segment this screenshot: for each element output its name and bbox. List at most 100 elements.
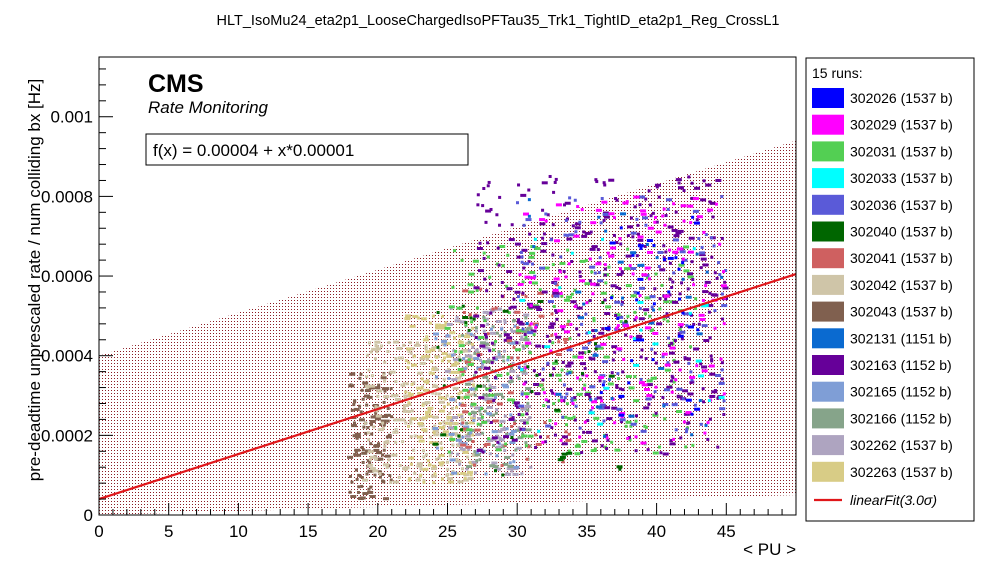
data-point — [488, 452, 492, 456]
data-point — [484, 472, 488, 476]
data-point — [524, 444, 528, 448]
data-point — [652, 302, 656, 306]
data-point — [407, 391, 411, 395]
data-point — [457, 355, 461, 359]
data-point — [521, 248, 528, 252]
data-point — [644, 296, 651, 300]
data-point — [640, 209, 647, 213]
data-point — [631, 253, 635, 257]
data-point — [442, 356, 446, 360]
data-point — [408, 402, 412, 406]
data-point — [573, 418, 577, 422]
data-point — [360, 484, 364, 488]
data-point — [421, 403, 425, 407]
data-point — [413, 471, 417, 475]
data-point — [643, 308, 650, 312]
data-point — [513, 422, 517, 426]
legend-entry-label: 302029 (1537 b) — [850, 117, 953, 133]
data-point — [607, 382, 614, 386]
data-point — [479, 412, 483, 416]
data-point — [664, 214, 668, 218]
data-point — [521, 428, 525, 432]
data-point — [559, 255, 563, 259]
data-point — [348, 474, 352, 478]
data-point — [666, 361, 670, 365]
data-point — [438, 396, 445, 400]
data-point — [582, 430, 586, 434]
data-point — [462, 447, 466, 451]
data-point — [439, 441, 443, 445]
data-point — [431, 346, 435, 350]
data-point — [624, 319, 628, 323]
data-point — [588, 257, 592, 261]
data-point — [460, 443, 467, 447]
data-point — [538, 314, 545, 318]
data-point — [638, 317, 645, 321]
data-point — [445, 473, 449, 477]
data-point — [535, 373, 539, 377]
data-point — [593, 271, 597, 275]
data-point — [425, 350, 432, 354]
data-point — [467, 340, 471, 344]
data-point — [357, 485, 361, 489]
data-point — [624, 424, 628, 428]
data-point — [403, 466, 410, 470]
data-point — [423, 388, 430, 392]
data-point — [495, 445, 502, 449]
data-point — [680, 204, 687, 208]
data-point — [410, 392, 414, 396]
data-point — [482, 324, 486, 328]
data-point — [499, 423, 503, 427]
data-point — [460, 428, 464, 432]
data-point — [480, 363, 484, 367]
data-point — [448, 305, 455, 309]
data-point — [646, 394, 653, 398]
data-point — [681, 277, 685, 281]
data-point — [566, 295, 573, 299]
data-point — [368, 461, 372, 465]
data-point — [505, 472, 512, 476]
data-point — [376, 345, 380, 349]
data-point — [435, 457, 439, 461]
x-tick-label: 0 — [94, 522, 103, 541]
data-point — [446, 367, 450, 371]
data-point — [529, 322, 533, 326]
data-point — [422, 479, 426, 483]
data-point — [447, 426, 454, 430]
data-point — [465, 467, 469, 471]
data-point — [504, 455, 511, 459]
y-tick-label: 0 — [84, 506, 93, 525]
data-point — [491, 307, 495, 311]
data-point — [561, 415, 565, 419]
data-point — [669, 346, 676, 350]
data-point — [435, 446, 439, 450]
data-point — [670, 390, 674, 394]
data-point — [510, 429, 517, 433]
data-point — [370, 432, 374, 436]
data-point — [361, 460, 365, 464]
data-point — [438, 409, 445, 413]
data-point — [476, 246, 483, 250]
data-point — [511, 438, 518, 442]
data-point — [451, 432, 458, 436]
data-point — [485, 289, 489, 293]
data-point — [422, 428, 426, 432]
data-point — [590, 282, 597, 286]
data-point — [416, 386, 423, 390]
data-point — [468, 412, 472, 416]
data-point — [601, 383, 605, 387]
data-point — [524, 441, 528, 445]
data-point — [432, 442, 439, 446]
data-point — [515, 405, 519, 409]
data-point — [506, 253, 510, 257]
data-point — [514, 242, 521, 246]
data-point — [483, 319, 487, 323]
data-point — [652, 451, 659, 455]
data-point — [520, 407, 527, 411]
data-point — [654, 272, 658, 276]
data-point — [498, 334, 502, 338]
data-point — [532, 333, 536, 337]
data-point — [362, 425, 366, 429]
data-point — [523, 362, 527, 366]
data-point — [545, 334, 549, 338]
